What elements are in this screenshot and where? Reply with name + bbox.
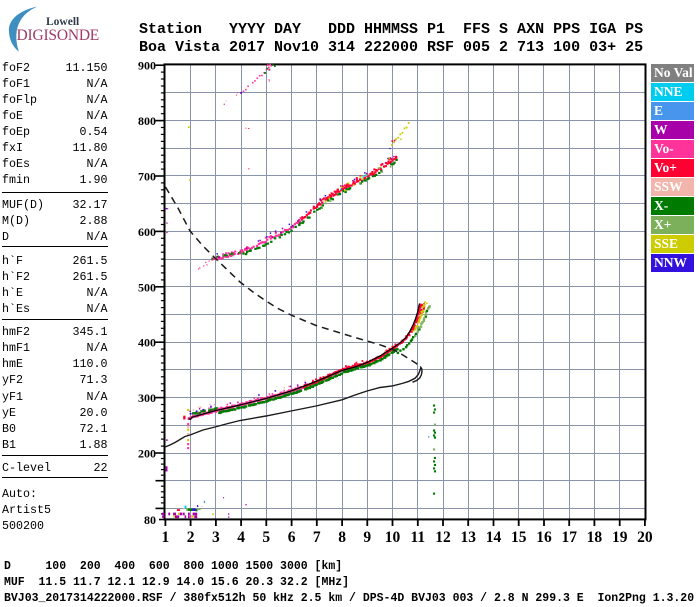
svg-text:10: 10 bbox=[385, 529, 401, 546]
svg-text:7: 7 bbox=[313, 529, 321, 546]
svg-text:13: 13 bbox=[460, 529, 476, 546]
svg-text:4: 4 bbox=[237, 529, 245, 546]
svg-text:500: 500 bbox=[138, 280, 156, 294]
svg-text:300: 300 bbox=[138, 391, 156, 405]
svg-text:6: 6 bbox=[288, 529, 296, 546]
svg-text:18: 18 bbox=[587, 529, 603, 546]
svg-text:11: 11 bbox=[410, 529, 425, 546]
svg-text:19: 19 bbox=[612, 529, 628, 546]
svg-text:600: 600 bbox=[138, 225, 156, 239]
svg-text:20: 20 bbox=[637, 529, 653, 546]
svg-text:400: 400 bbox=[138, 336, 156, 350]
svg-text:12: 12 bbox=[435, 529, 451, 546]
svg-text:14: 14 bbox=[486, 529, 502, 546]
svg-text:80: 80 bbox=[144, 513, 156, 527]
svg-text:5: 5 bbox=[262, 529, 270, 546]
svg-text:3: 3 bbox=[212, 529, 220, 546]
svg-text:900: 900 bbox=[138, 59, 156, 73]
svg-text:9: 9 bbox=[363, 529, 371, 546]
svg-text:800: 800 bbox=[138, 114, 156, 128]
svg-text:17: 17 bbox=[561, 529, 577, 546]
svg-text:700: 700 bbox=[138, 170, 156, 184]
svg-text:15: 15 bbox=[511, 529, 527, 546]
svg-text:1: 1 bbox=[162, 529, 170, 546]
svg-text:8: 8 bbox=[338, 529, 346, 546]
svg-text:200: 200 bbox=[138, 447, 156, 461]
svg-text:2: 2 bbox=[187, 529, 195, 546]
svg-text:16: 16 bbox=[536, 529, 552, 546]
